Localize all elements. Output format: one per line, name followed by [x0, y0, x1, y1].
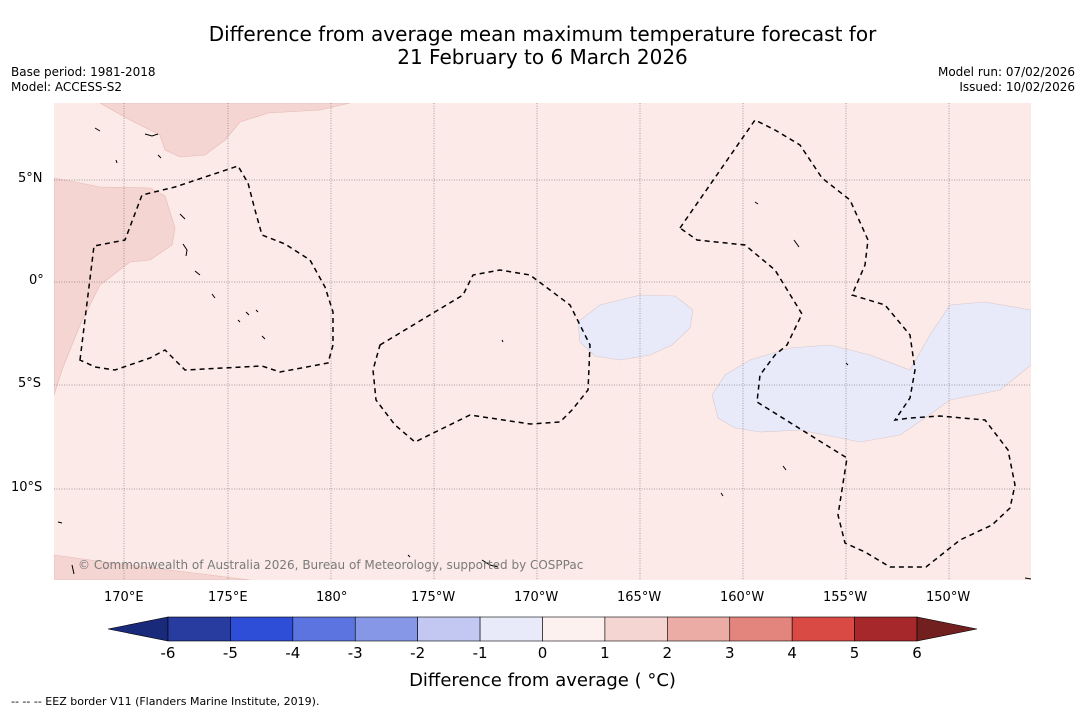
colorbar-tick-label: 0: [537, 644, 548, 662]
colorbar-segment: [729, 616, 793, 642]
colorbar: [107, 616, 978, 642]
colorbar-tick-label: 1: [600, 644, 610, 662]
issued-date: Issued: 10/02/2026: [959, 80, 1075, 94]
model-name: Model: ACCESS-S2: [11, 80, 123, 94]
eez-borders: [79, 119, 1016, 568]
map-background: [54, 103, 1031, 580]
lon-label-150w: 150°W: [926, 590, 971, 605]
colorbar-label: Difference from average ( °C): [409, 670, 676, 691]
colorbar-tick-label: 4: [787, 644, 797, 662]
colorbar-segment: [479, 616, 543, 642]
lat-label-10s: 10°S: [11, 480, 43, 495]
lon-label-155w: 155°W: [823, 590, 868, 605]
colorbar-tick-label: 2: [662, 644, 673, 662]
colorbar-segment: [604, 616, 668, 642]
colorbar-tick-label: 3: [724, 644, 735, 662]
colorbar-tick-label: -6: [160, 644, 176, 662]
colorbar-tick-label: -5: [222, 644, 238, 662]
lon-label-165w: 165°W: [617, 590, 662, 605]
graticule: [54, 103, 1031, 580]
model-run: Model run: 07/02/2026: [937, 65, 1075, 79]
lat-label-5n: 5°N: [18, 171, 43, 186]
eez-border-central: [372, 269, 591, 443]
lat-label-0: 0°: [29, 273, 44, 288]
colorbar-over-arrow: [916, 616, 978, 642]
cool-anomaly-region-central: [577, 294, 694, 361]
colorbar-segment: [417, 616, 481, 642]
eez-border-east: [678, 119, 1016, 568]
colorbar-tick-label: 5: [849, 644, 860, 662]
cool-anomaly-region-east: [711, 301, 1031, 443]
lon-label-175e: 175°E: [208, 590, 248, 605]
colorbar-tick-label: -4: [285, 644, 301, 662]
colorbar-segment: [854, 616, 918, 642]
colorbar-segment: [167, 616, 231, 642]
warm-anomaly-region-west: [54, 177, 176, 396]
lon-label-180: 180°: [316, 590, 348, 605]
islands: [57, 127, 1031, 580]
colorbar-tick-label: -1: [472, 644, 488, 662]
lat-label-5s: 5°S: [18, 376, 42, 391]
colorbar-under-arrow: [107, 616, 169, 642]
warm-anomaly-region-south: [54, 554, 251, 580]
eez-footnote: -- -- -- EEZ border V11 (Flanders Marine…: [11, 695, 320, 708]
eez-border-west: [79, 165, 334, 373]
colorbar-segment: [791, 616, 855, 642]
colorbar-segment: [542, 616, 606, 642]
title-line-2: 21 February to 6 March 2026: [397, 45, 688, 69]
lon-label-175w: 175°W: [411, 590, 456, 605]
warm-anomaly-region-north: [99, 103, 351, 158]
colorbar-segment: [292, 616, 356, 642]
colorbar-segment: [667, 616, 731, 642]
colorbar-tick-label: 6: [912, 644, 922, 662]
colorbar-tick-label: -3: [347, 644, 363, 662]
title-line-1: Difference from average mean maximum tem…: [208, 22, 877, 46]
copyright-notice: © Commonwealth of Australia 2026, Bureau…: [78, 558, 584, 572]
colorbar-tick-label: -2: [410, 644, 426, 662]
lon-label-170e: 170°E: [104, 590, 144, 605]
colorbar-segment: [354, 616, 418, 642]
colorbar-segment: [230, 616, 294, 642]
base-period: Base period: 1981-2018: [11, 65, 156, 79]
lon-label-160w: 160°W: [720, 590, 765, 605]
lon-label-170w: 170°W: [514, 590, 559, 605]
